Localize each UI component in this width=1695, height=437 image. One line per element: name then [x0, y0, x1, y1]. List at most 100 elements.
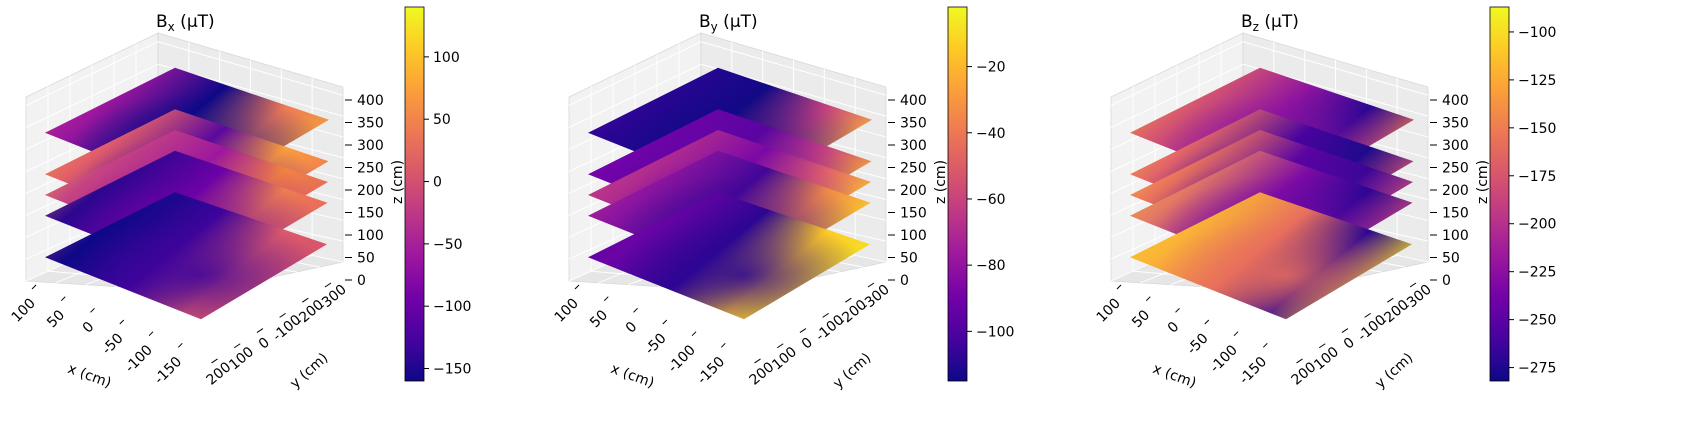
x-tick-label: -50	[1184, 331, 1211, 358]
x-tick	[119, 319, 125, 325]
gridline	[1110, 63, 1244, 128]
x-tick-label: 50	[1129, 307, 1153, 331]
x-tick	[1233, 331, 1239, 337]
z-tick-label: 50	[1442, 251, 1460, 267]
y-tick-label: 0	[256, 335, 273, 353]
z-tick-label: 0	[357, 273, 366, 289]
x-tick-label: 100	[9, 296, 39, 326]
x-tick-label: 0	[80, 319, 98, 337]
z-tick-label: 150	[357, 206, 384, 222]
subplot-title: By (μT)	[699, 12, 758, 34]
z-tick-label: 250	[357, 161, 384, 177]
z-tick-label: 200	[1442, 183, 1469, 199]
x-tick-label: -50	[642, 331, 669, 358]
x-tick	[603, 296, 609, 302]
x-tick-label: 50	[44, 307, 68, 331]
y-tick	[302, 297, 309, 303]
x-tick	[148, 331, 154, 337]
z-tick-label: 50	[357, 251, 375, 267]
z-tick-label: 150	[1442, 206, 1469, 222]
title-symbol: B	[1241, 12, 1253, 32]
gridline	[700, 41, 887, 96]
title-unit: (μT)	[718, 12, 758, 32]
y-tick	[822, 312, 829, 318]
x-tick	[60, 296, 66, 302]
title-unit: (μT)	[1259, 12, 1299, 32]
x-tick	[691, 331, 697, 337]
colorbar-tick-label: −40	[976, 126, 1006, 142]
gridline	[1242, 41, 1429, 96]
x-tick-label: -50	[99, 331, 126, 358]
gridline	[25, 41, 159, 107]
colorbar-tick-label: 0	[433, 175, 442, 191]
gridline	[25, 63, 159, 128]
colorbar-tick-label: −150	[1518, 121, 1556, 137]
y-tick	[1387, 297, 1394, 303]
y-tick-label: 0	[799, 335, 816, 353]
x-tick	[1262, 342, 1268, 348]
z-tick-label: 0	[900, 273, 909, 289]
z-tick-label: 200	[900, 183, 927, 199]
colorbar	[1489, 6, 1510, 382]
colorbar-tick-label: −225	[1518, 265, 1556, 281]
x-tick-label: 100	[1094, 296, 1124, 326]
gridline	[568, 41, 702, 107]
gridline	[1110, 41, 1244, 107]
colorbar-tick-label: −200	[1518, 217, 1556, 233]
y-tick-label: 0	[1341, 335, 1358, 353]
x-tick	[1175, 307, 1180, 313]
x-tick	[633, 307, 638, 313]
z-tick-label: 50	[900, 251, 918, 267]
colorbar-tick-label: −60	[976, 192, 1006, 208]
subplot-title: Bz (μT)	[1241, 12, 1299, 34]
z-tick-label: 350	[900, 116, 927, 132]
z-tick-label: 250	[1442, 161, 1469, 177]
z-axis-label: z (cm)	[1475, 160, 1491, 204]
colorbar-tick-label: −100	[976, 324, 1014, 340]
title-symbol: B	[699, 12, 711, 32]
x-tick-label: -100	[122, 342, 156, 376]
y-tick	[799, 328, 807, 333]
z-tick-label: 150	[900, 206, 927, 222]
x-tick	[177, 342, 183, 348]
z-tick-label: 300	[900, 138, 927, 154]
z-tick-label: 0	[1442, 273, 1451, 289]
z-tick-label: 400	[357, 93, 384, 109]
z-tick-label: 350	[357, 116, 384, 132]
slice-z-50-shade	[588, 192, 870, 320]
x-tick-label: 0	[623, 319, 641, 337]
y-tick	[233, 343, 241, 349]
x-tick	[1116, 284, 1122, 290]
y-axis-label: y (cm)	[1372, 350, 1416, 392]
y-tick	[1296, 358, 1303, 364]
z-axis-label: z (cm)	[390, 160, 406, 204]
colorbar	[404, 6, 425, 382]
gridline	[157, 41, 344, 96]
x-axis-label: x (cm)	[1150, 361, 1198, 391]
z-tick-label: 350	[1442, 116, 1469, 132]
y-tick	[1341, 328, 1349, 333]
x-tick-label: -100	[1207, 342, 1241, 376]
subplot-title: Bx (μT)	[156, 12, 215, 34]
z-tick-label: 250	[900, 161, 927, 177]
title-subscript: x	[168, 20, 175, 34]
x-tick-label: -150	[151, 354, 185, 388]
slice-z-50-shade	[1130, 192, 1412, 320]
y-tick	[211, 358, 218, 364]
z-tick-label: 400	[1442, 93, 1469, 109]
z-tick-label: 400	[900, 93, 927, 109]
y-tick	[845, 297, 852, 303]
y-tick	[1364, 312, 1371, 318]
gridline	[568, 63, 702, 128]
z-tick-label: 300	[357, 138, 384, 154]
x-tick-label: 100	[552, 296, 582, 326]
z-tick-label: 300	[1442, 138, 1469, 154]
colorbar-tick-label: −100	[433, 299, 471, 315]
colorbar-tick-label: −275	[1518, 361, 1556, 377]
y-axis-label: y (cm)	[830, 350, 874, 392]
slice-z-50-shade	[45, 192, 327, 320]
